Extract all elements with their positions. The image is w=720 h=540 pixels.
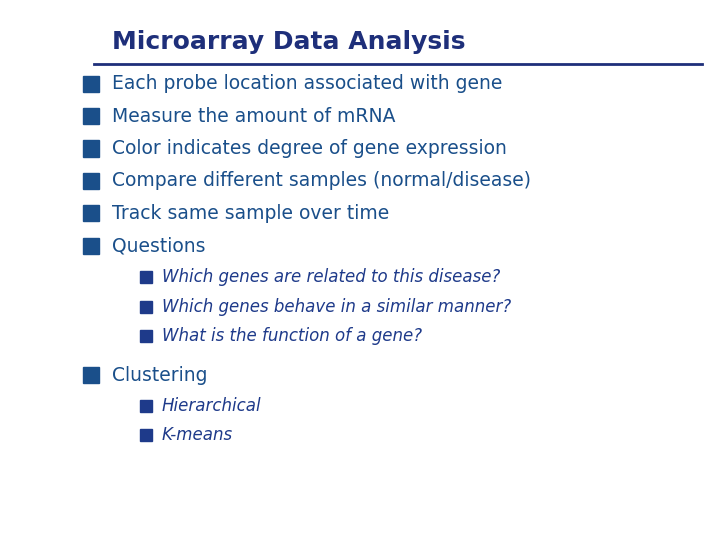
FancyBboxPatch shape (140, 400, 152, 412)
FancyBboxPatch shape (140, 429, 152, 441)
Text: Which genes are related to this disease?: Which genes are related to this disease? (162, 268, 500, 286)
FancyBboxPatch shape (83, 140, 99, 157)
FancyBboxPatch shape (83, 108, 99, 124)
FancyBboxPatch shape (83, 205, 99, 221)
FancyBboxPatch shape (83, 173, 99, 189)
FancyBboxPatch shape (140, 271, 152, 283)
FancyBboxPatch shape (140, 330, 152, 342)
Text: Compare different samples (normal/disease): Compare different samples (normal/diseas… (112, 171, 531, 191)
FancyBboxPatch shape (83, 238, 99, 254)
Text: Which genes behave in a similar manner?: Which genes behave in a similar manner? (162, 298, 511, 316)
FancyBboxPatch shape (140, 301, 152, 313)
Text: Color indicates degree of gene expression: Color indicates degree of gene expressio… (112, 139, 506, 158)
Text: Measure the amount of mRNA: Measure the amount of mRNA (112, 106, 395, 126)
Text: Hierarchical: Hierarchical (162, 397, 261, 415)
Text: Questions: Questions (112, 236, 205, 255)
Text: Each probe location associated with gene: Each probe location associated with gene (112, 74, 502, 93)
Text: Microarray Data Analysis: Microarray Data Analysis (112, 30, 465, 53)
Text: What is the function of a gene?: What is the function of a gene? (162, 327, 422, 346)
Text: Track same sample over time: Track same sample over time (112, 204, 389, 223)
Text: K-means: K-means (162, 426, 233, 444)
FancyBboxPatch shape (83, 367, 99, 383)
FancyBboxPatch shape (83, 76, 99, 92)
Text: Clustering: Clustering (112, 366, 207, 385)
